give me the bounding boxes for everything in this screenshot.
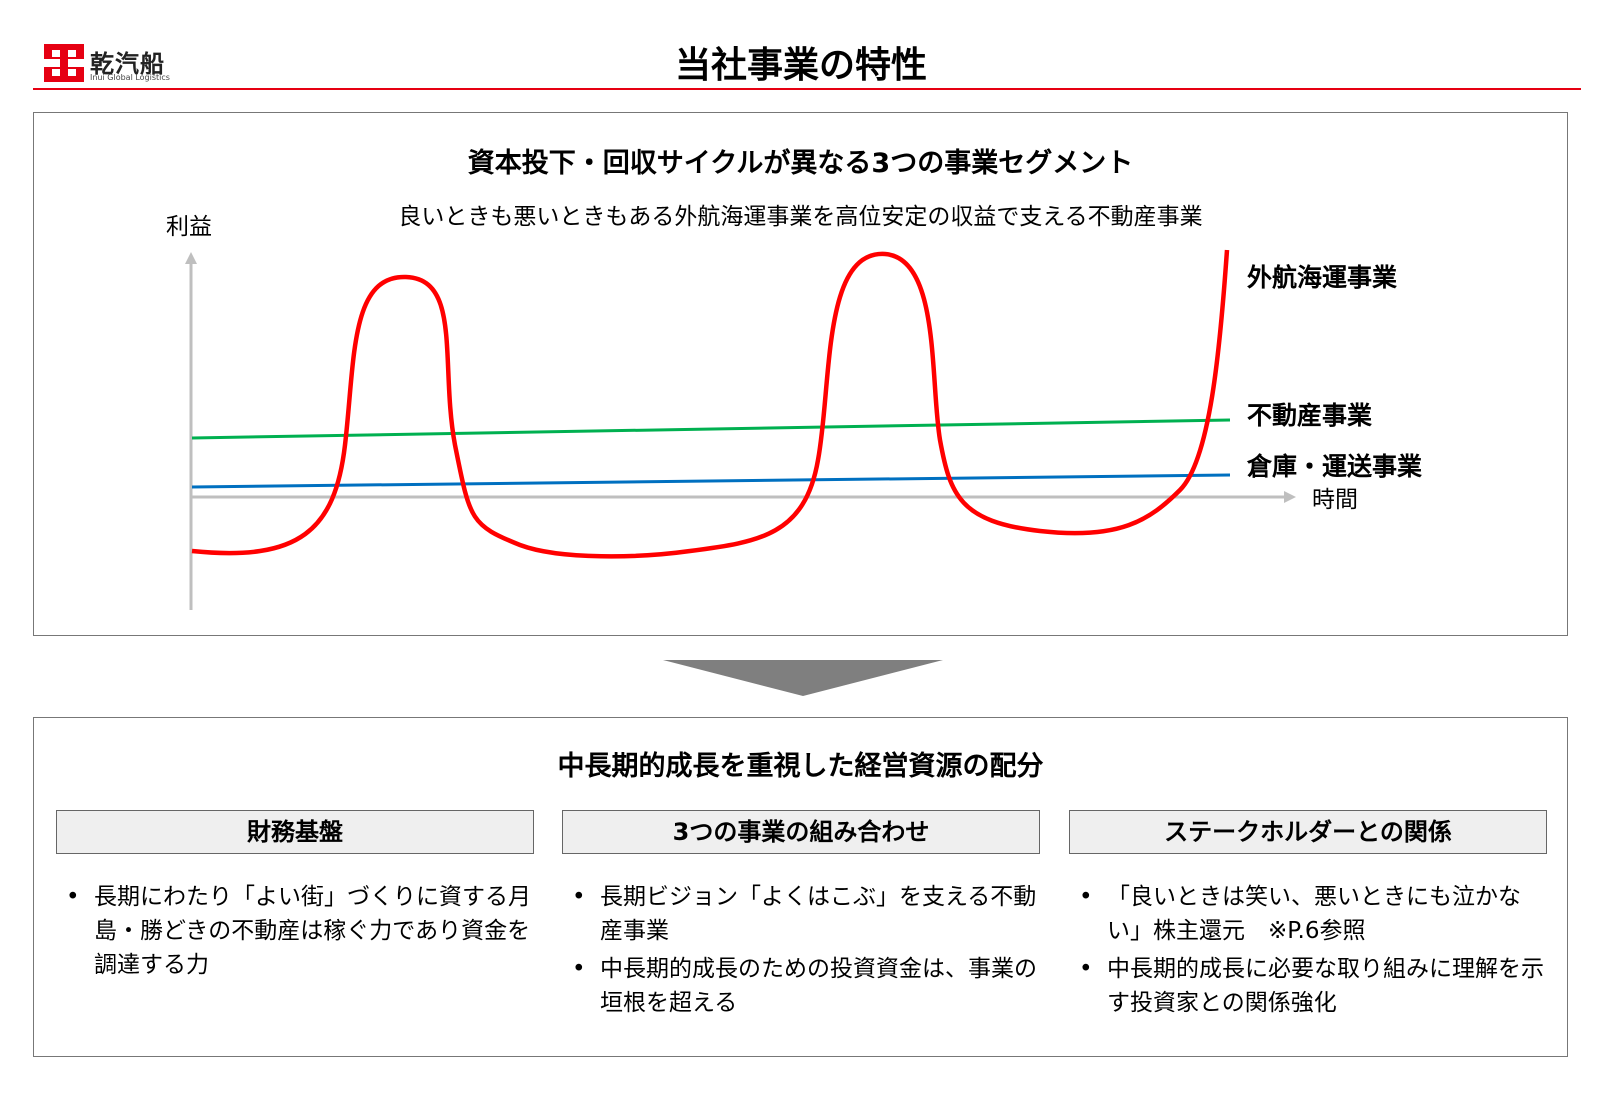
down-arrow-icon	[663, 660, 943, 696]
x-axis-label: 時間	[1312, 487, 1358, 513]
column-heading: ステークホルダーとの関係	[1069, 810, 1547, 854]
segments-subtitle: 良いときも悪いときもある外航海運事業を高位安定の収益で支える不動産事業	[398, 204, 1203, 230]
bullet-item: 中長期的成長のための投資資金は、事業の垣根を超える	[572, 952, 1040, 1020]
allocation-panel: 中長期的成長を重視した経営資源の配分 財務基盤 長期にわたり「よい街」づくりに資…	[33, 717, 1568, 1057]
bullet-item: 長期にわたり「よい街」づくりに資する月島・勝どきの不動産は稼ぐ力であり資金を調達…	[66, 880, 534, 982]
series-line-warehouse	[191, 473, 1231, 489]
bullet-item: 「良いときは笑い、悪いときにも泣かない」株主還元 ※P.6参照	[1079, 880, 1547, 948]
page-title: 当社事業の特性	[674, 45, 927, 86]
logo-subtext: Inui Global Logistics	[90, 73, 170, 82]
column-heading: 3つの事業の組み合わせ	[562, 810, 1040, 854]
legend-label-shipping: 外航海運事業	[1247, 263, 1397, 292]
series-line-real-estate	[191, 418, 1231, 440]
bullet-item: 長期ビジョン「よくはこぶ」を支える不動産事業	[572, 880, 1040, 948]
legend-label-warehouse: 倉庫・運送事業	[1246, 452, 1422, 481]
column-business-combination: 3つの事業の組み合わせ 長期ビジョン「よくはこぶ」を支える不動産事業 中長期的成…	[562, 810, 1040, 1024]
series-line-shipping	[191, 249, 1230, 559]
column-financial-base: 財務基盤 長期にわたり「よい街」づくりに資する月島・勝どきの不動産は稼ぐ力であり…	[56, 810, 534, 986]
company-logo: 乾汽船 Inui Global Logistics	[44, 44, 194, 84]
logo-text: 乾汽船	[90, 50, 165, 78]
allocation-title: 中長期的成長を重視した経営資源の配分	[557, 751, 1044, 782]
bullet-list: 長期ビジョン「よくはこぶ」を支える不動産事業 中長期的成長のための投資資金は、事…	[562, 880, 1040, 1020]
bullet-list: 「良いときは笑い、悪いときにも泣かない」株主還元 ※P.6参照 中長期的成長に必…	[1069, 880, 1547, 1020]
bullet-list: 長期にわたり「よい街」づくりに資する月島・勝どきの不動産は稼ぐ力であり資金を調達…	[56, 880, 534, 982]
segments-title: 資本投下・回収サイクルが異なる3つの事業セグメント	[467, 148, 1134, 179]
segments-panel: 資本投下・回収サイクルが異なる3つの事業セグメント 良いときも悪いときもある外航…	[33, 112, 1568, 636]
y-axis-label: 利益	[166, 214, 212, 240]
legend-label-real-estate: 不動産事業	[1247, 401, 1372, 430]
bullet-item: 中長期的成長に必要な取り組みに理解を示す投資家との関係強化	[1079, 952, 1547, 1020]
logo-mark-icon	[44, 44, 84, 82]
profit-chart: 利益 時間 外航海運事業 不動産事業 倉庫・運送事業	[166, 214, 1422, 610]
column-stakeholders: ステークホルダーとの関係 「良いときは笑い、悪いときにも泣かない」株主還元 ※P…	[1069, 810, 1547, 1024]
title-divider	[33, 88, 1581, 90]
column-heading: 財務基盤	[56, 810, 534, 854]
